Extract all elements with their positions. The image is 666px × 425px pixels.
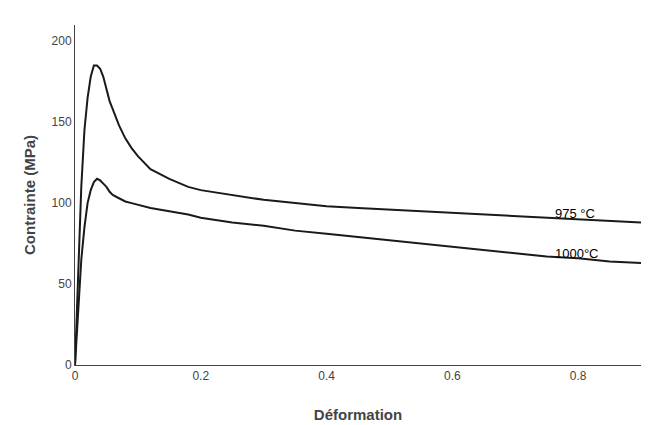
svg-text:0: 0 (65, 358, 72, 372)
svg-text:0.2: 0.2 (192, 369, 209, 383)
svg-text:975 °C: 975 °C (555, 206, 595, 221)
svg-text:Déformation: Déformation (314, 406, 402, 423)
svg-text:1000°C: 1000°C (555, 246, 599, 261)
svg-text:150: 150 (52, 115, 72, 129)
svg-text:0.6: 0.6 (444, 369, 461, 383)
svg-text:0: 0 (72, 369, 79, 383)
svg-text:200: 200 (52, 34, 72, 48)
svg-text:0.4: 0.4 (318, 369, 335, 383)
svg-text:Contrainte (MPa): Contrainte (MPa) (21, 135, 38, 255)
svg-text:100: 100 (52, 196, 72, 210)
svg-text:0.8: 0.8 (570, 369, 587, 383)
svg-text:50: 50 (58, 277, 72, 291)
